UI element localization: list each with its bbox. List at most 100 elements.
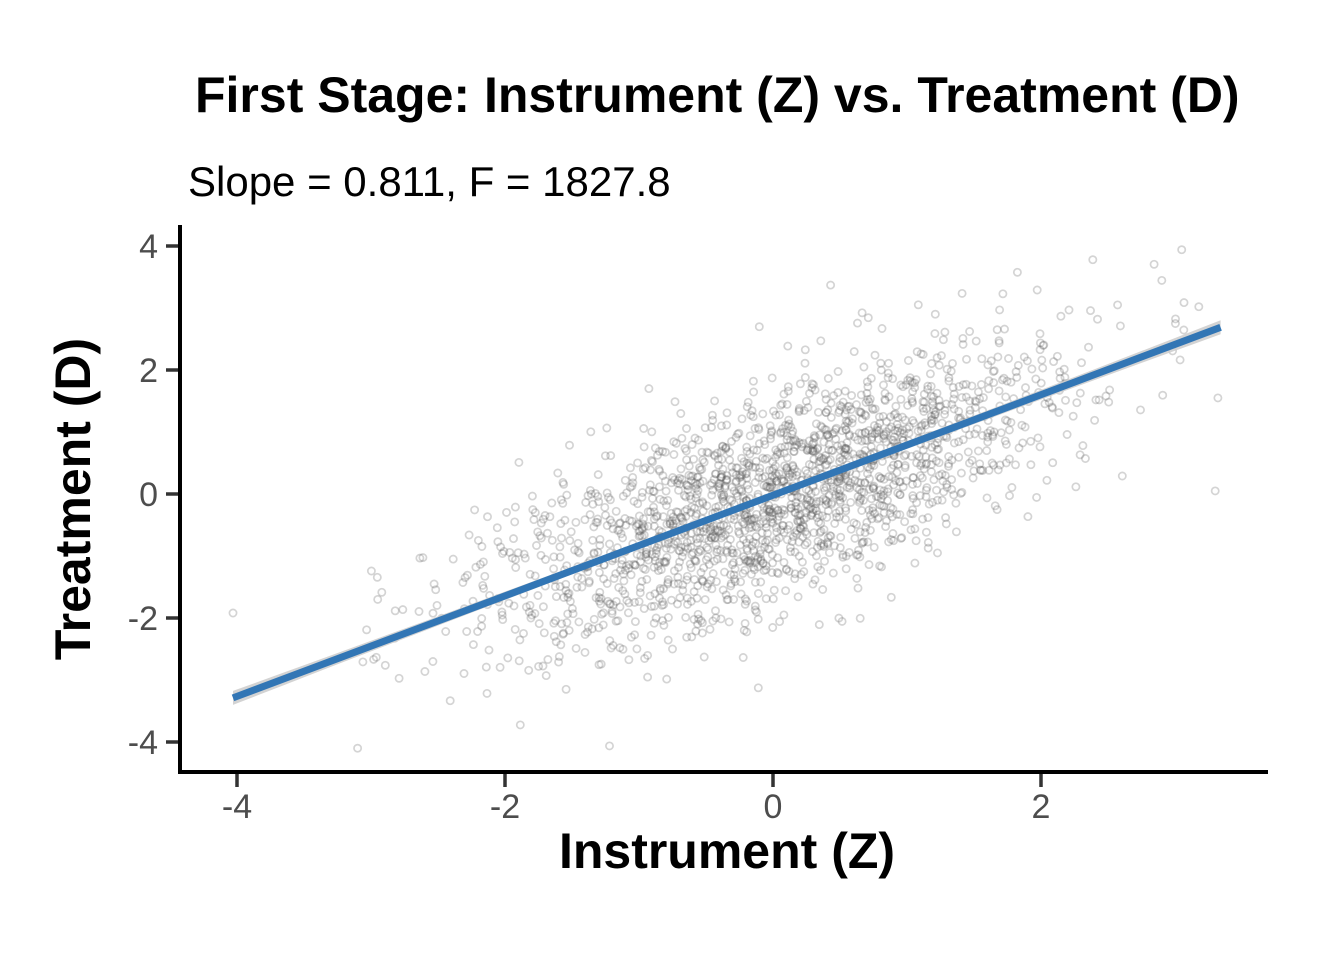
- data-point: [740, 526, 750, 536]
- data-point: [729, 486, 739, 496]
- data-point: [947, 455, 957, 465]
- data-point: [731, 476, 741, 486]
- data-point: [876, 358, 886, 368]
- data-point: [562, 618, 572, 627]
- data-point: [869, 461, 879, 470]
- data-point: [658, 512, 668, 522]
- data-point: [790, 569, 800, 579]
- data-point: [866, 442, 876, 452]
- data-point: [856, 390, 866, 400]
- data-point: [812, 513, 822, 523]
- data-point: [658, 447, 668, 456]
- data-point: [509, 601, 519, 611]
- data-point: [742, 469, 752, 478]
- data-point: [901, 476, 911, 486]
- data-point: [963, 447, 973, 457]
- data-point: [640, 565, 650, 574]
- data-point: [748, 462, 757, 472]
- data-point: [796, 492, 806, 502]
- data-point: [781, 565, 791, 575]
- data-point: [549, 552, 559, 562]
- data-point: [892, 468, 902, 478]
- data-point: [721, 444, 731, 454]
- data-point: [723, 540, 733, 550]
- data-point: [721, 443, 731, 452]
- data-point: [751, 532, 761, 541]
- data-point: [958, 333, 968, 343]
- data-point: [970, 429, 980, 439]
- data-point: [840, 421, 850, 431]
- data-point: [916, 425, 926, 435]
- data-point: [675, 546, 685, 556]
- data-point: [362, 625, 372, 635]
- data-point: [908, 387, 918, 397]
- data-point: [831, 508, 841, 518]
- data-point: [752, 445, 762, 455]
- data-point: [586, 427, 596, 437]
- data-point: [821, 394, 831, 404]
- data-point: [957, 392, 967, 402]
- data-point: [633, 499, 643, 509]
- data-point: [788, 472, 797, 482]
- data-point: [813, 562, 823, 572]
- data-point: [969, 466, 979, 476]
- data-point: [823, 374, 833, 383]
- data-point: [462, 570, 472, 580]
- data-point: [797, 439, 807, 449]
- data-point: [653, 561, 663, 571]
- data-point: [723, 595, 733, 604]
- data-point: [908, 479, 918, 489]
- data-point: [654, 593, 664, 603]
- data-point: [705, 480, 715, 490]
- data-point: [727, 462, 737, 472]
- data-point: [635, 588, 645, 598]
- data-point: [792, 470, 802, 480]
- data-point: [721, 546, 731, 556]
- data-point: [855, 527, 865, 537]
- data-point: [949, 490, 959, 500]
- data-point: [995, 460, 1005, 470]
- data-point: [639, 563, 648, 573]
- data-point: [917, 473, 927, 483]
- data-point: [764, 544, 774, 554]
- data-point: [782, 464, 791, 473]
- data-point: [875, 561, 885, 571]
- data-point: [868, 405, 878, 415]
- x-tick-label: -4: [222, 788, 252, 826]
- data-point: [670, 397, 680, 407]
- data-point: [929, 415, 939, 425]
- data-point: [900, 463, 910, 473]
- data-point: [760, 472, 770, 482]
- data-point: [799, 522, 809, 532]
- data-point: [805, 504, 814, 514]
- data-point: [788, 461, 798, 471]
- data-point: [708, 530, 718, 540]
- data-point: [765, 421, 775, 431]
- data-point: [792, 529, 802, 539]
- data-point: [655, 585, 665, 595]
- data-point: [961, 379, 971, 389]
- data-point: [853, 435, 863, 445]
- data-point: [816, 526, 826, 536]
- data-point: [420, 667, 430, 676]
- data-point: [1104, 397, 1114, 407]
- data-point: [673, 538, 683, 548]
- data-point: [971, 336, 981, 346]
- data-point: [853, 583, 863, 593]
- data-point: [515, 720, 525, 730]
- data-point: [692, 480, 702, 489]
- data-point: [764, 507, 774, 516]
- data-point: [563, 592, 573, 602]
- data-point: [692, 489, 702, 499]
- data-point: [793, 592, 803, 602]
- data-point: [477, 621, 487, 631]
- data-point: [999, 373, 1009, 383]
- data-point: [651, 549, 661, 558]
- data-point: [860, 435, 870, 445]
- data-point: [534, 661, 544, 671]
- data-point: [984, 376, 994, 386]
- data-point: [818, 455, 828, 465]
- data-point: [836, 491, 846, 501]
- data-point: [805, 445, 815, 455]
- data-point: [639, 442, 649, 452]
